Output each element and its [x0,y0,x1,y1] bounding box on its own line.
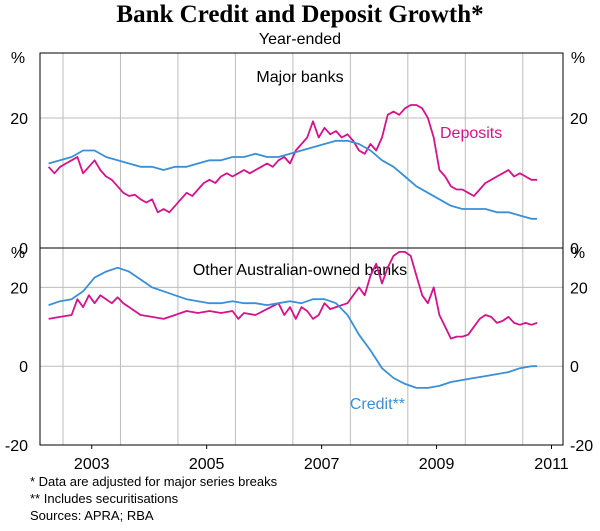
y-tick-label-left: 20 [10,111,28,128]
y-unit-right: % [571,245,585,262]
panel-title: Other Australian-owned banks [193,262,407,279]
chart-title: Bank Credit and Deposit Growth* [116,1,484,28]
y-tick-label-right: -20 [570,438,593,455]
x-tick-label: 2011 [534,456,569,473]
y-tick-label-right: 0 [570,359,579,376]
deposits-series-label: Deposits [440,125,502,142]
panel-frame [39,247,564,446]
x-tick-label: 2007 [304,456,340,473]
y-tick-label-left: 20 [10,280,28,297]
footnote-sources: Sources: APRA; RBA [30,508,154,523]
chart-subtitle: Year-ended [258,31,342,48]
footnotes: * Data are adjusted for major series bre… [30,473,277,524]
footnote-securitisations: ** Includes securitisations [30,491,179,506]
y-tick-label-right: 20 [570,280,588,297]
y-unit-left: % [11,50,25,67]
credit-line [48,266,538,389]
deposits-line [47,104,538,214]
footnote-adjusted: * Data are adjusted for major series bre… [30,474,278,489]
x-tick-label: 2003 [74,456,110,473]
credit-series-label: Credit** [350,396,405,413]
y-unit-right: % [571,50,585,67]
y-tick-label-right: 20 [570,111,588,128]
panel-title: Major banks [256,69,343,86]
y-tick-label-left: 0 [19,359,28,376]
y-unit-left: % [11,245,25,262]
x-tick-label: 2005 [189,456,225,473]
y-tick-label-left: 0 [19,241,28,258]
x-tick-label: 2009 [419,456,455,473]
y-tick-label-right: 0 [570,241,579,258]
y-tick-label-left: -20 [5,438,28,455]
deposits-line [48,251,538,340]
credit-line [48,139,538,220]
